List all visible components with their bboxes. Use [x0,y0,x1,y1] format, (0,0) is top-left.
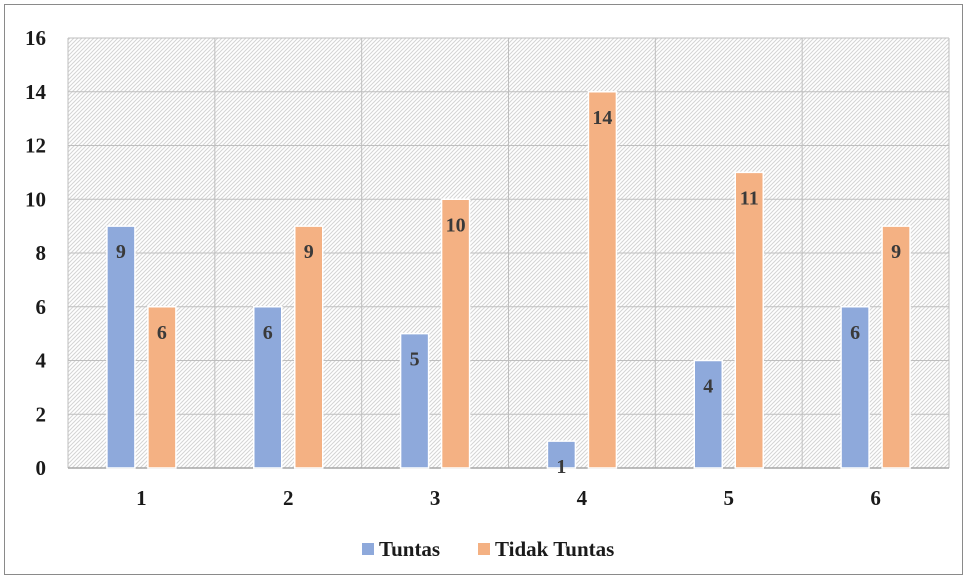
data-label: 9 [116,241,126,263]
data-label: 4 [703,376,713,398]
data-label: 6 [157,322,167,344]
data-label: 9 [891,241,901,263]
x-tick-label: 4 [577,486,588,510]
y-tick-label: 12 [25,134,46,158]
bar-tidak-tuntas [587,91,618,469]
bar-tuntas [546,440,577,469]
gridlines [67,37,950,469]
x-tick-label: 5 [724,486,735,510]
bars [106,91,911,469]
legend-label: Tuntas [379,537,440,561]
data-label: 9 [304,241,314,263]
data-label: 6 [850,322,860,344]
data-label: 10 [446,214,466,236]
bar-tidak-tuntas [440,198,471,469]
y-tick-label: 2 [36,402,47,426]
x-axis-ticks: 1 2 3 4 5 6 [136,486,881,510]
y-tick-label: 6 [36,295,47,319]
data-label: 5 [410,349,420,371]
bar-tidak-tuntas [147,306,177,469]
bar-tuntas [840,306,870,469]
y-tick-label: 14 [25,80,47,104]
y-tick-label: 4 [36,349,47,373]
x-tick-label: 2 [283,486,294,510]
legend-label: Tidak Tuntas [495,537,614,561]
legend-swatch [362,543,374,555]
x-tick-label: 6 [870,486,881,510]
bar-tidak-tuntas [881,225,911,469]
x-tick-label: 3 [430,486,441,510]
y-tick-label: 0 [36,456,47,480]
bar-tidak-tuntas [734,171,764,469]
y-tick-label: 16 [25,26,46,50]
bar-tuntas [693,359,723,469]
legend-swatch [478,543,490,555]
legend: Tuntas Tidak Tuntas [362,537,614,561]
data-label: 1 [556,456,566,478]
data-label: 14 [592,107,612,129]
bar-tuntas [253,306,283,469]
y-tick-label: 10 [25,187,46,211]
data-label: 11 [740,187,759,209]
bar-tuntas [106,225,136,469]
data-label: 6 [263,322,273,344]
bar-tuntas [399,332,430,469]
x-tick-label: 1 [136,486,147,510]
bar-tidak-tuntas [294,225,324,469]
y-tick-label: 8 [36,241,47,265]
y-axis-ticks: 0 2 4 6 8 10 12 14 16 [25,26,47,480]
